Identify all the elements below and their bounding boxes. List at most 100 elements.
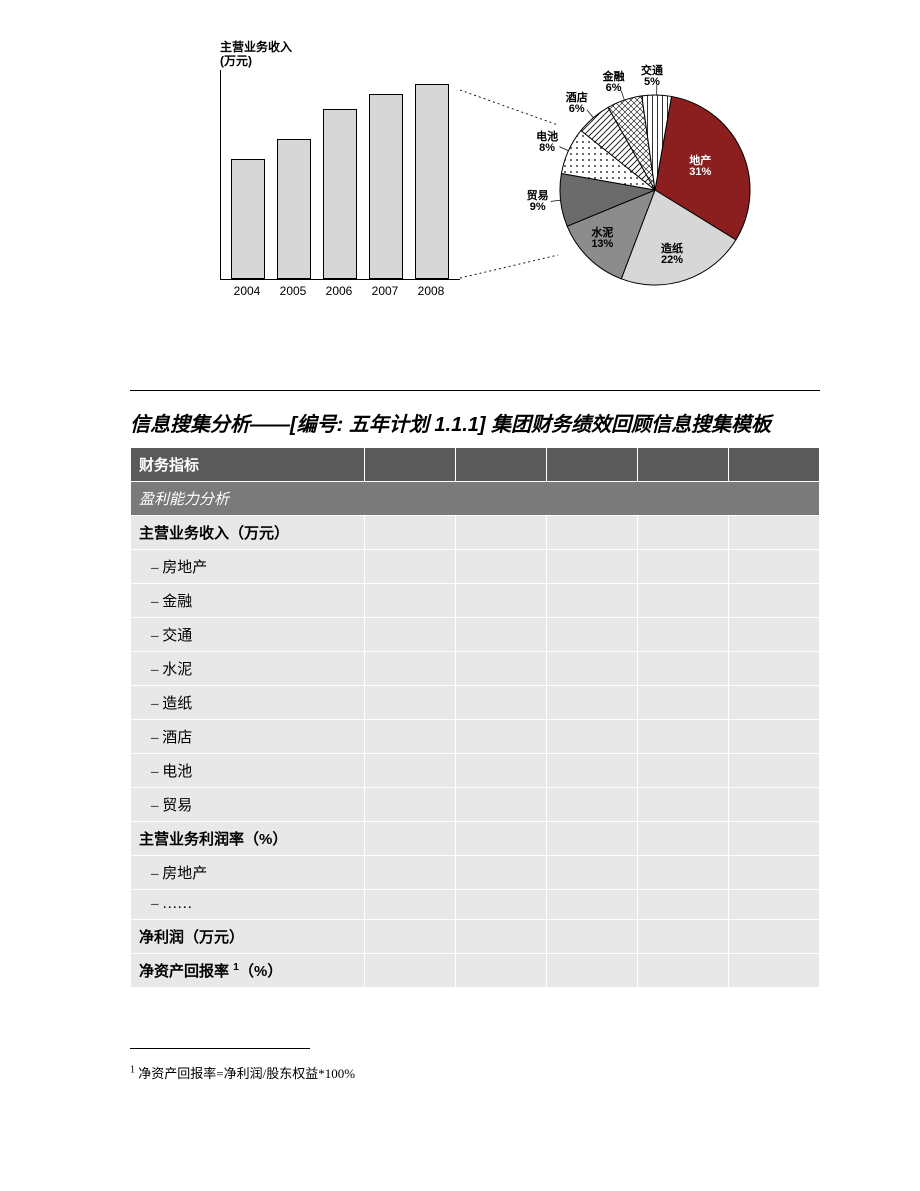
row-label: – 金融 [131, 584, 365, 618]
row-cell [365, 686, 456, 720]
table-row: 净利润（万元） [131, 920, 820, 954]
row-cell [456, 788, 547, 822]
row-cell [729, 920, 820, 954]
row-cell [365, 618, 456, 652]
table-row: – 电池 [131, 754, 820, 788]
bar-chart-title: 主营业务收入 (万元) [220, 40, 292, 69]
row-cell [638, 686, 729, 720]
section-title: 信息搜集分析——[编号: 五年计划 1.1.1] 集团财务绩效回顾信息搜集模板 [130, 411, 820, 439]
table-row: 主营业务收入（万元） [131, 516, 820, 550]
row-cell [729, 618, 820, 652]
row-cell [365, 822, 456, 856]
row-cell [456, 516, 547, 550]
row-cell [729, 788, 820, 822]
table-row: – 贸易 [131, 788, 820, 822]
table-row: – 房地产 [131, 550, 820, 584]
row-label: – 酒店 [131, 720, 365, 754]
row-cell [547, 652, 638, 686]
row-cell [365, 920, 456, 954]
row-cell [729, 652, 820, 686]
row-cell [729, 822, 820, 856]
pie-label-电池: 电池8% [536, 132, 558, 154]
bar-label-2008: 2008 [411, 284, 451, 298]
row-cell [729, 448, 820, 482]
row-cell [365, 890, 456, 920]
table-row: – 交通 [131, 618, 820, 652]
pie-label-酒店: 酒店6% [566, 93, 588, 115]
table-row: – 造纸 [131, 686, 820, 720]
row-cell [638, 448, 729, 482]
row-cell [365, 584, 456, 618]
bar-2008 [415, 84, 449, 279]
row-label: – 贸易 [131, 788, 365, 822]
row-cell [547, 618, 638, 652]
row-cell [547, 754, 638, 788]
row-label: 主营业务利润率（%） [131, 822, 365, 856]
row-cell [456, 652, 547, 686]
row-cell [638, 822, 729, 856]
row-cell [547, 584, 638, 618]
row-label: – 电池 [131, 754, 365, 788]
row-cell [456, 720, 547, 754]
row-cell [456, 822, 547, 856]
row-cell [638, 516, 729, 550]
row-cell [638, 856, 729, 890]
row-cell [365, 856, 456, 890]
row-label: – 造纸 [131, 686, 365, 720]
bar-title-l2: (万元) [220, 54, 252, 68]
bar-axes [220, 70, 460, 280]
row-cell [729, 720, 820, 754]
pie-label-交通: 交通5% [641, 66, 663, 88]
row-cell [456, 550, 547, 584]
table-row: – 房地产 [131, 856, 820, 890]
row-cell [729, 890, 820, 920]
table-subheader: 盈利能力分析 [131, 482, 820, 516]
bar-2005 [277, 139, 311, 279]
row-cell [638, 954, 729, 988]
bar-label-2004: 2004 [227, 284, 267, 298]
table-row: – 水泥 [131, 652, 820, 686]
row-cell [547, 448, 638, 482]
table-row: 主营业务利润率（%） [131, 822, 820, 856]
bar-title-l1: 主营业务收入 [220, 40, 292, 54]
pie-chart: 地产31%造纸22%水泥13%贸易9%电池8%酒店6%金融6%交通5% [550, 85, 760, 295]
row-cell [729, 686, 820, 720]
row-cell [638, 652, 729, 686]
row-cell [638, 720, 729, 754]
row-cell [547, 516, 638, 550]
row-cell [638, 754, 729, 788]
row-label: 主营业务收入（万元） [131, 516, 365, 550]
row-cell [638, 920, 729, 954]
row-label: – …… [131, 890, 365, 920]
row-cell [729, 516, 820, 550]
row-cell [365, 550, 456, 584]
row-cell [547, 822, 638, 856]
row-cell [547, 720, 638, 754]
table-row: – …… [131, 890, 820, 920]
subheader-label: 盈利能力分析 [131, 482, 820, 516]
row-label: – 房地产 [131, 550, 365, 584]
row-label: – 房地产 [131, 856, 365, 890]
row-cell [365, 448, 456, 482]
bar-2004 [231, 159, 265, 279]
table-row: 净资产回报率 1（%） [131, 954, 820, 988]
pie-label-贸易: 贸易9% [527, 191, 549, 213]
row-cell [365, 788, 456, 822]
row-cell [638, 584, 729, 618]
bar-2006 [323, 109, 357, 279]
charts-region: 主营业务收入 (万元) 20042005200620072008 [130, 40, 820, 370]
footnote-marker: 1 [130, 1065, 135, 1076]
row-cell [456, 618, 547, 652]
row-cell [365, 754, 456, 788]
row-cell [456, 856, 547, 890]
row-cell [638, 618, 729, 652]
row-label: 净资产回报率 1（%） [131, 954, 365, 988]
row-cell [456, 584, 547, 618]
financial-table: 财务指标盈利能力分析主营业务收入（万元）– 房地产– 金融– 交通– 水泥– 造… [130, 447, 820, 988]
bar-2007 [369, 94, 403, 279]
footnote: 1 净资产回报率=净利润/股东权益*100% [130, 1063, 820, 1082]
row-cell [547, 686, 638, 720]
row-cell [547, 890, 638, 920]
pie-label-水泥: 水泥13% [591, 228, 613, 250]
row-cell [638, 890, 729, 920]
